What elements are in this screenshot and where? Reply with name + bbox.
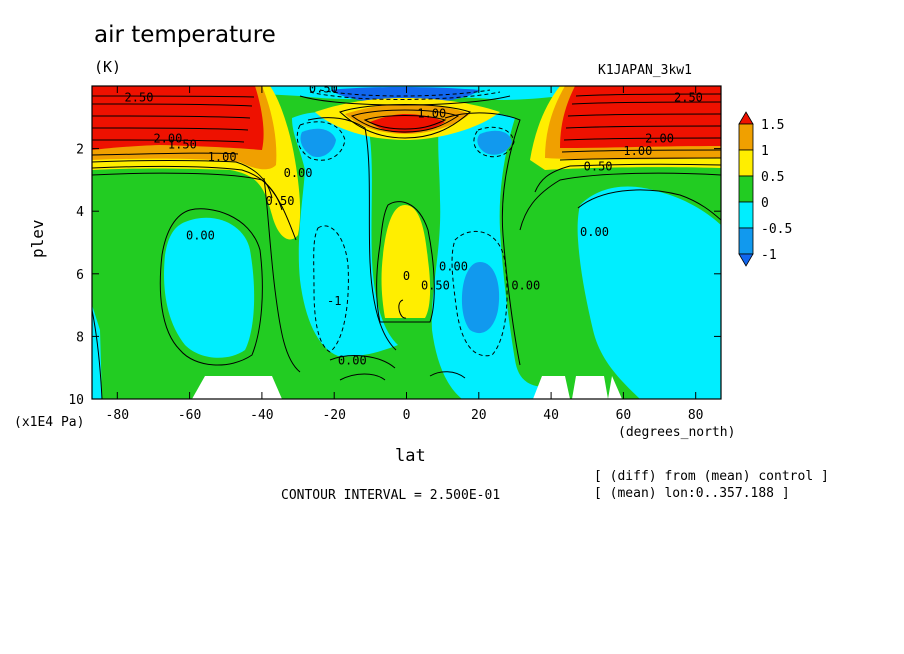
contour-label: 0.00 <box>338 354 367 368</box>
contour-label: 0.00 <box>439 260 468 274</box>
y-axis-unit: (x1E4 Pa) <box>14 415 85 430</box>
contour-label: 0.50 <box>309 81 338 95</box>
run-name: K1JAPAN_3kw1 <box>598 63 692 78</box>
colorbar-label: -0.5 <box>761 222 792 237</box>
chart-title: air temperature <box>94 22 276 48</box>
contour-label: 0.50 <box>266 194 295 208</box>
contour-labels: 2.502.001.501.000.500.000.000.000.501.00… <box>125 81 703 368</box>
x-tick-label: 40 <box>543 408 559 423</box>
field-yellow-center <box>381 205 431 318</box>
y-tick-label: 2 <box>76 143 84 158</box>
field-blue-left-upper <box>300 128 336 158</box>
field-red-left <box>92 86 264 150</box>
field-blue-right-cell <box>461 262 500 334</box>
missing-data-right-a <box>533 376 570 399</box>
contour-label: 2.00 <box>645 131 674 145</box>
contour-label: 1.50 <box>168 138 197 152</box>
colorbar-segment <box>738 227 754 255</box>
x-tick-label: -80 <box>106 408 129 423</box>
colorbar-label: -1 <box>761 248 777 263</box>
x-tick-label: 0 <box>403 408 411 423</box>
colorbar: 1.5 1 0.5 0 -0.5 -1 <box>738 111 792 267</box>
field-red-right <box>560 86 721 148</box>
y-tick-label: 8 <box>76 330 84 345</box>
y-tick-label: 4 <box>76 205 84 220</box>
colorbar-label: 1 <box>761 144 769 159</box>
field-cyan-left-cell <box>164 217 255 358</box>
contour-label: 0.50 <box>584 160 613 174</box>
colorbar-segment <box>738 111 754 125</box>
colorbar-label: 1.5 <box>761 118 784 133</box>
contour-label: 0.00 <box>580 225 609 239</box>
x-tick-label: -60 <box>178 408 201 423</box>
field-cyan-right-region <box>577 186 721 399</box>
diff-note: [ (diff) from (mean) control ] <box>594 469 829 484</box>
missing-data-right-c <box>608 376 622 399</box>
contour-label: 1.00 <box>623 144 652 158</box>
missing-data-left <box>192 376 282 399</box>
contour-label: 0 <box>403 269 410 283</box>
contour-label: 0.50 <box>421 278 450 292</box>
x-tick-label: 60 <box>616 408 632 423</box>
y-axis-ticks: 2 4 6 8 10 <box>68 143 721 408</box>
contour-label: 2.50 <box>674 91 703 105</box>
colorbar-segment <box>738 253 754 267</box>
contour-label: 1.00 <box>208 150 237 164</box>
x-axis-label: lat <box>395 446 426 466</box>
missing-data-right-b <box>572 376 608 399</box>
contour-label: 1.00 <box>417 106 446 120</box>
field-cyan-center-left <box>292 111 398 357</box>
contour-label: -1 <box>327 294 341 308</box>
contour-label: 0.00 <box>511 278 540 292</box>
contour-lines <box>92 89 721 399</box>
mean-note: [ (mean) lon:0..357.188 ] <box>594 486 790 501</box>
x-axis-ticks: -80 -60 -40 -20 0 20 40 60 80 <box>106 86 704 423</box>
contour-label: 2.00 <box>153 131 182 145</box>
contour-label: 0.00 <box>284 166 313 180</box>
contour-label: 0.00 <box>186 228 215 242</box>
y-tick-label: 6 <box>76 268 84 283</box>
x-tick-label: 80 <box>688 408 704 423</box>
y-tick-label: 10 <box>68 393 84 408</box>
chart-units: (K) <box>94 58 122 76</box>
contour-interval-text: CONTOUR INTERVAL = 2.500E-01 <box>281 488 501 503</box>
field-cyan-left-edge <box>92 305 102 399</box>
field-cyan-center-right <box>431 112 555 399</box>
contour-fields: 2.502.001.501.000.500.000.000.000.501.00… <box>92 81 721 399</box>
colorbar-segment <box>738 201 754 229</box>
colorbar-label: 0.5 <box>761 170 784 185</box>
colorbar-segment <box>738 123 754 151</box>
colorbar-segment <box>738 175 754 203</box>
x-tick-label: -20 <box>322 408 345 423</box>
field-blue-right-upper <box>477 130 512 155</box>
contour-label: 2.50 <box>125 91 154 105</box>
colorbar-segment <box>738 149 754 177</box>
colorbar-label: 0 <box>761 196 769 211</box>
x-tick-label: 20 <box>471 408 487 423</box>
x-axis-unit: (degrees_north) <box>618 425 736 440</box>
x-tick-label: -40 <box>250 408 273 423</box>
